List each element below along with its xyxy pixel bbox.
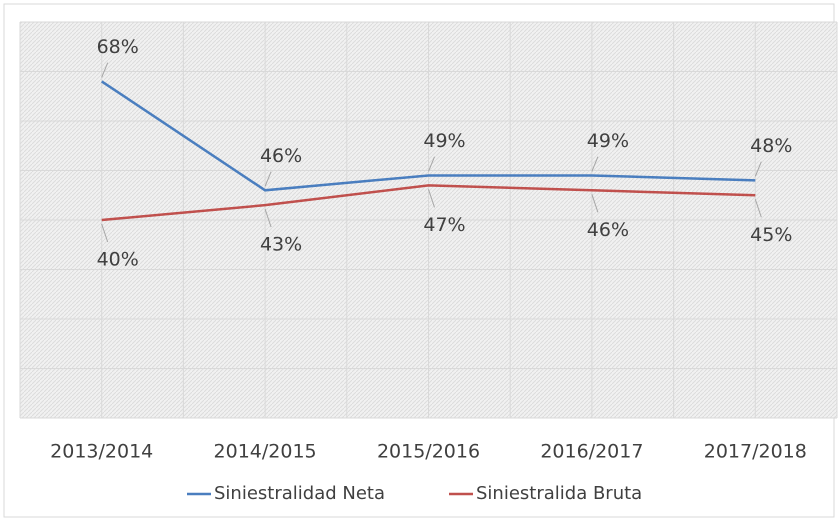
label-leader xyxy=(428,156,435,172)
legend-label: Siniestralidad Neta xyxy=(214,483,385,504)
data-label: 49% xyxy=(587,130,629,152)
x-tick-label: 2016/2017 xyxy=(540,441,643,463)
x-tick-label: 2014/2015 xyxy=(214,441,317,463)
label-leader xyxy=(754,199,762,218)
data-label: 40% xyxy=(97,249,139,271)
x-tick-label: 2017/2018 xyxy=(704,441,807,463)
label-leader xyxy=(591,156,599,172)
line-series xyxy=(101,80,756,192)
data-label: 46% xyxy=(260,145,302,167)
data-label: 46% xyxy=(587,219,629,241)
label-leader xyxy=(101,223,109,243)
x-tick-label: 2015/2016 xyxy=(377,441,480,463)
data-label: 47% xyxy=(423,214,465,236)
line-series xyxy=(101,184,756,222)
label-leader xyxy=(101,62,109,78)
label-leader xyxy=(264,171,272,187)
data-label: 48% xyxy=(750,135,792,157)
label-leader xyxy=(754,161,762,177)
data-label: 49% xyxy=(423,130,465,152)
x-tick-label: 2013/2014 xyxy=(50,441,153,463)
data-label: 68% xyxy=(97,36,139,58)
label-leader xyxy=(428,189,435,208)
data-label: 43% xyxy=(260,234,302,256)
label-leader xyxy=(591,194,599,213)
legend-label: Siniestralida Bruta xyxy=(476,483,642,504)
data-label: 45% xyxy=(750,224,792,246)
label-leader xyxy=(264,208,272,228)
